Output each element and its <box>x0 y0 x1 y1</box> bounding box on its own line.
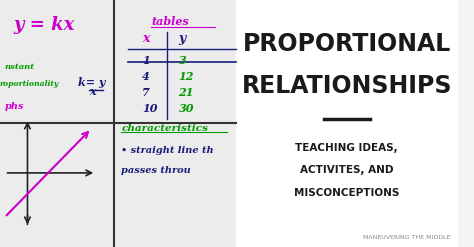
Text: x: x <box>89 86 96 97</box>
Bar <box>0 0 236 247</box>
Text: tables: tables <box>151 16 189 27</box>
Text: 21: 21 <box>179 87 194 98</box>
Text: nstant: nstant <box>5 63 35 71</box>
Text: 30: 30 <box>179 103 194 114</box>
Text: roportionality: roportionality <box>0 81 59 88</box>
Text: 1: 1 <box>142 55 150 66</box>
Text: k= y: k= y <box>78 78 105 88</box>
Text: passes throu: passes throu <box>121 166 191 175</box>
Text: y: y <box>179 32 186 45</box>
Text: RELATIONSHIPS: RELATIONSHIPS <box>242 74 452 99</box>
Bar <box>236 0 458 247</box>
Text: characteristics: characteristics <box>121 124 209 133</box>
Text: 7: 7 <box>142 87 150 98</box>
Text: 10: 10 <box>142 103 157 114</box>
Text: 4: 4 <box>142 71 150 82</box>
Text: TEACHING IDEAS,: TEACHING IDEAS, <box>295 143 398 153</box>
Text: phs: phs <box>5 102 24 111</box>
Text: y = kx: y = kx <box>14 16 75 34</box>
Text: 12: 12 <box>179 71 194 82</box>
Text: • straight line th: • straight line th <box>121 146 214 155</box>
Text: PROPORTIONAL: PROPORTIONAL <box>243 32 451 57</box>
Text: MANEUVERING THE MIDDLE: MANEUVERING THE MIDDLE <box>364 235 451 240</box>
Text: 3: 3 <box>179 55 186 66</box>
Text: ACTIVITES, AND: ACTIVITES, AND <box>300 165 393 175</box>
Text: MISCONCEPTIONS: MISCONCEPTIONS <box>294 188 400 198</box>
Text: x: x <box>142 32 149 45</box>
